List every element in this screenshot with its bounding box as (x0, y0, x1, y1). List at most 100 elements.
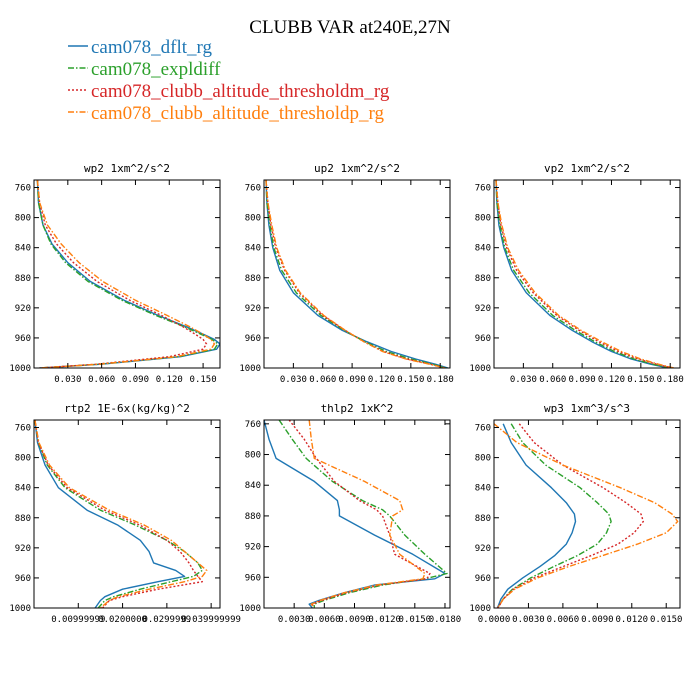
legend-entry-thresholdm: cam078_clubb_altitude_thresholdm_rg (68, 81, 390, 102)
y-tick-label: 1000 (469, 604, 491, 614)
y-tick-label: 880 (475, 274, 491, 284)
panel-vp2: vp2 1xm^2/s^2 760 800 840 880 920 960 1000 0.030… (469, 162, 683, 385)
legend-entry-thresholdp: cam078_clubb_altitude_thresholdp_rg (68, 103, 385, 124)
series-line-wp2-cam078-clubb-altitude-thresholdm-rg (36, 180, 208, 368)
y-tick-label: 1000 (239, 364, 261, 374)
y-tick-label: 880 (15, 514, 31, 524)
series-line-wp2-cam078-expldiff (36, 180, 219, 368)
plot-frame-wp3 (493, 419, 681, 609)
x-tick-label: 0.180 (657, 375, 684, 385)
y-tick-label: 960 (15, 334, 31, 344)
y-tick-label: 800 (245, 214, 261, 224)
y-tick-label: 960 (245, 573, 261, 583)
series-line-thlp2-cam078-clubb-altitude-thresholdp-rg (308, 420, 426, 608)
y-tick-label: 760 (245, 420, 261, 430)
x-tick-label: 0.090 (122, 375, 149, 385)
y-tick-label: 800 (15, 214, 31, 224)
panel-wp2: wp2 1xm^2/s^2 760 800 840 880 920 960 1000 0.030… (9, 162, 221, 385)
y-tick-label: 960 (475, 574, 491, 584)
y-tick-label: 880 (15, 274, 31, 284)
x-tick-label: 0.0030 (512, 615, 545, 625)
y-tick-label: 760 (15, 424, 31, 434)
y-tick-label: 880 (475, 514, 491, 524)
x-tick-label: 0.150 (627, 375, 654, 385)
series-line-rtp2-cam078-dflt-rg (34, 420, 186, 608)
y-tick-label: 1000 (239, 604, 261, 614)
plot-frame-rtp2 (33, 419, 221, 609)
figure-title: CLUBB VAR at240E,27N (249, 17, 451, 38)
x-tick-label: 0.0150 (399, 615, 432, 625)
x-tick-label: 0.150 (190, 375, 217, 385)
panel-rtp2: rtp2 1E-6x(kg/kg)^2 760 800 840 880 920 960 100… (9, 402, 241, 625)
x-tick-label: 0.0060 (308, 615, 341, 625)
panel-title-rtp2: rtp2 1E-6x(kg/kg)^2 (64, 402, 190, 415)
x-tick-label: 0.0090 (581, 615, 614, 625)
panel-title-vp2: vp2 1xm^2/s^2 (544, 162, 630, 175)
series-line-thlp2-cam078-clubb-altitude-thresholdm-rg (288, 420, 431, 608)
x-tick-label: 0.0000 (478, 615, 511, 625)
x-tick-label: 0.00999999 (51, 615, 105, 625)
y-tick-label: 920 (245, 304, 261, 314)
plot-frame-wp2 (33, 179, 221, 369)
x-tick-label: 0.120 (368, 375, 395, 385)
x-tick-label: 0.060 (539, 375, 566, 385)
y-tick-label: 960 (245, 334, 261, 344)
y-tick-label: 840 (245, 244, 261, 254)
series-line-wp3-cam078-clubb-altitude-thresholdm-rg (496, 423, 644, 608)
panel-up2: up2 1xm^2/s^2 760 800 840 880 920 960 1000 0.030… (239, 162, 453, 385)
y-tick-label: 960 (475, 334, 491, 344)
legend: cam078_dflt_rg cam078_expldiff cam078_cl… (68, 37, 390, 124)
x-tick-label: 0.0030 (278, 615, 311, 625)
y-tick-label: 1000 (469, 364, 491, 374)
legend-label-thresholdp: cam078_clubb_altitude_thresholdp_rg (91, 103, 385, 124)
legend-label-dflt: cam078_dflt_rg (91, 37, 213, 58)
x-tick-label: 0.090 (569, 375, 596, 385)
y-tick-label: 800 (475, 454, 491, 464)
panel-title-thlp2: thlp2 1xK^2 (321, 402, 394, 415)
y-tick-label: 840 (475, 484, 491, 494)
y-tick-label: 800 (15, 454, 31, 464)
x-tick-label: 0.0060 (547, 615, 580, 625)
y-tick-label: 960 (15, 574, 31, 584)
series-line-wp3-cam078-expldiff (496, 423, 612, 608)
series-line-wp3-cam078-dflt-rg (496, 423, 577, 608)
x-tick-label: 0.0180 (429, 615, 462, 625)
plot-frame-thlp2 (263, 419, 451, 609)
y-tick-label: 920 (15, 544, 31, 554)
x-tick-label: 0.150 (397, 375, 424, 385)
x-tick-label: 0.180 (427, 375, 454, 385)
series-line-wp3-cam078-clubb-altitude-thresholdp-rg (494, 423, 679, 608)
x-tick-label: 0.0200000 (98, 615, 147, 625)
series-line-vp2-cam078-expldiff (495, 180, 671, 368)
y-tick-label: 840 (15, 484, 31, 494)
y-tick-label: 920 (245, 543, 261, 553)
legend-entry-expldiff: cam078_expldiff (68, 59, 221, 80)
x-tick-label: 0.060 (309, 375, 336, 385)
y-tick-label: 920 (475, 544, 491, 554)
panel-wp3: wp3 1xm^3/s^3 760 800 840 880 920 960 10000.000… (469, 402, 682, 625)
plot-frame-vp2 (493, 179, 681, 369)
y-tick-label: 1000 (9, 604, 31, 614)
legend-label-expldiff: cam078_expldiff (91, 59, 221, 80)
x-tick-label: 0.060 (88, 375, 115, 385)
series-line-up2-cam078-expldiff (265, 180, 447, 368)
panel-grid: wp2 1xm^2/s^2 760 800 840 880 920 960 1000 0.030… (9, 162, 683, 625)
series-line-vp2-cam078-dflt-rg (495, 180, 669, 368)
y-tick-label: 840 (475, 244, 491, 254)
series-line-wp2-cam078-clubb-altitude-thresholdp-rg (36, 180, 216, 368)
y-tick-label: 760 (475, 184, 491, 194)
x-tick-label: 0.0120 (616, 615, 649, 625)
y-tick-label: 920 (475, 304, 491, 314)
y-tick-label: 760 (245, 184, 261, 194)
panel-title-wp2: wp2 1xm^2/s^2 (84, 162, 170, 175)
x-tick-label: 0.120 (156, 375, 183, 385)
series-line-rtp2-cam078-expldiff (34, 420, 204, 608)
series-line-wp2-cam078-dflt-rg (36, 180, 220, 368)
panel-thlp2: thlp2 1xK^276080084088092096010000.00300… (239, 402, 461, 625)
series-line-up2-cam078-clubb-altitude-thresholdm-rg (265, 180, 446, 368)
x-tick-label: 0.120 (598, 375, 625, 385)
legend-label-thresholdm: cam078_clubb_altitude_thresholdm_rg (91, 81, 390, 102)
legend-entry-dflt: cam078_dflt_rg (68, 37, 213, 58)
series-line-thlp2-cam078-expldiff (278, 420, 448, 608)
series-line-vp2-cam078-clubb-altitude-thresholdp-rg (495, 180, 675, 368)
